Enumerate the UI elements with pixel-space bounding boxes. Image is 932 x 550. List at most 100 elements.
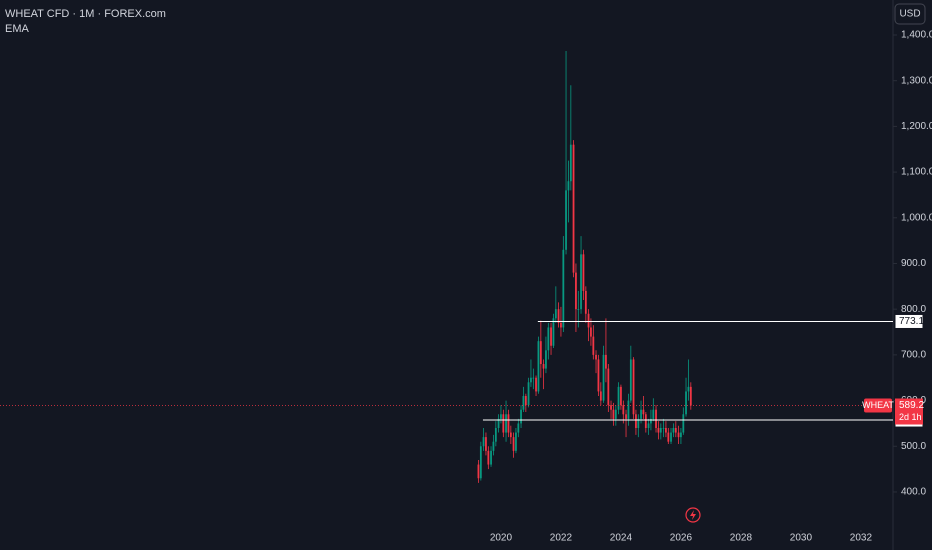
- candle-body: [505, 414, 507, 433]
- y-tick-label: 800.0: [901, 304, 926, 315]
- candle-body: [627, 400, 630, 419]
- x-tick-label: 2026: [670, 533, 693, 544]
- candle-body: [537, 341, 540, 392]
- price-label: 589.2: [899, 400, 924, 411]
- candle-body: [629, 359, 632, 401]
- candle-body: [677, 432, 680, 438]
- candle-body: [517, 423, 520, 433]
- candle-body: [545, 350, 547, 369]
- candle-body: [554, 309, 557, 319]
- candle-body: [672, 427, 675, 433]
- candle-body: [642, 409, 645, 415]
- candle-body: [580, 254, 582, 310]
- y-tick-label: 1,300.0: [901, 75, 932, 86]
- candle-body: [550, 327, 552, 346]
- candle-body: [650, 418, 652, 424]
- candle-body: [582, 254, 585, 291]
- candle-body: [612, 409, 615, 419]
- candle-body: [482, 437, 485, 447]
- candle-body: [552, 318, 555, 346]
- candle-body: [535, 377, 537, 392]
- candle-body: [614, 409, 617, 419]
- countdown-label: 2d 1h: [899, 412, 922, 422]
- x-tick-label: 2020: [490, 533, 513, 544]
- candle-body: [665, 427, 667, 433]
- candle-body: [670, 432, 672, 442]
- candle-body: [515, 432, 517, 451]
- y-tick-label: 900.0: [901, 258, 926, 269]
- candle-body: [577, 309, 580, 310]
- candle-body: [590, 327, 592, 337]
- candle-body: [500, 414, 502, 419]
- candle-body: [674, 427, 677, 433]
- candle-body: [497, 418, 500, 428]
- candle-body: [567, 181, 570, 191]
- candle-body: [620, 386, 622, 406]
- price-tag: [895, 398, 923, 425]
- candle-body: [565, 190, 567, 250]
- candle-body: [655, 409, 657, 428]
- candle-body: [605, 354, 607, 369]
- candle-body: [599, 391, 602, 401]
- y-tick-label: 1,400.0: [901, 30, 932, 41]
- candle-body: [569, 144, 572, 182]
- candle-body: [610, 405, 612, 410]
- candle-body: [689, 386, 692, 406]
- y-tick-label: 500.0: [901, 441, 926, 452]
- currency-button[interactable]: [894, 3, 926, 25]
- candle-body: [524, 396, 527, 406]
- candle-body: [680, 432, 682, 438]
- candle-body: [477, 464, 480, 479]
- candle-body: [485, 437, 487, 451]
- candle-body: [584, 290, 587, 314]
- candle-body: [547, 327, 550, 351]
- candle-body: [507, 414, 510, 433]
- candle-body: [479, 446, 482, 479]
- candle-body: [587, 313, 590, 328]
- candle-body: [652, 409, 655, 419]
- y-tick-label: 400.0: [901, 487, 926, 498]
- candle-body: [657, 427, 660, 433]
- candle-body: [502, 414, 505, 433]
- symbol-label: WHEAT: [862, 400, 894, 410]
- y-tick-label: 1,200.0: [901, 121, 932, 132]
- x-tick-label: 2030: [790, 533, 813, 544]
- candle-body: [512, 437, 515, 451]
- candle-body: [647, 423, 650, 428]
- currency[interactable]: USD: [899, 9, 920, 20]
- candle-body: [492, 441, 495, 451]
- candle-body: [560, 322, 562, 328]
- x-tick-label: 2032: [850, 533, 873, 544]
- candle-body: [644, 414, 647, 428]
- y-tick-label: 700.0: [901, 350, 926, 361]
- candle-body: [682, 414, 685, 433]
- candle-body: [522, 396, 525, 410]
- candle-body: [520, 409, 522, 424]
- event-icon[interactable]: [685, 507, 701, 523]
- candle-body: [602, 354, 605, 401]
- candle-body: [572, 144, 575, 273]
- chart-title: WHEAT CFD · 1M · FOREX.com: [5, 8, 166, 20]
- candle-body: [635, 414, 637, 428]
- y-tick-label: 1,000.0: [901, 212, 932, 223]
- candle-body: [597, 359, 600, 392]
- candle-body: [607, 368, 610, 406]
- candle-body: [685, 391, 687, 415]
- candle-body: [632, 359, 635, 415]
- x-tick-label: 2024: [610, 533, 633, 544]
- candle-body: [487, 450, 490, 465]
- candle-body: [530, 377, 532, 383]
- candle-body: [490, 450, 492, 465]
- candle-body: [562, 249, 565, 328]
- candle-body: [640, 409, 642, 419]
- x-tick-label: 2028: [730, 533, 753, 544]
- candle-body: [575, 272, 577, 310]
- candle-body: [509, 432, 512, 438]
- candle-body: [625, 414, 627, 419]
- candle-body: [662, 427, 665, 429]
- symbol-tag: [864, 398, 892, 413]
- level-tag: [894, 313, 924, 329]
- candle-body: [637, 418, 640, 428]
- candle-body: [527, 382, 530, 406]
